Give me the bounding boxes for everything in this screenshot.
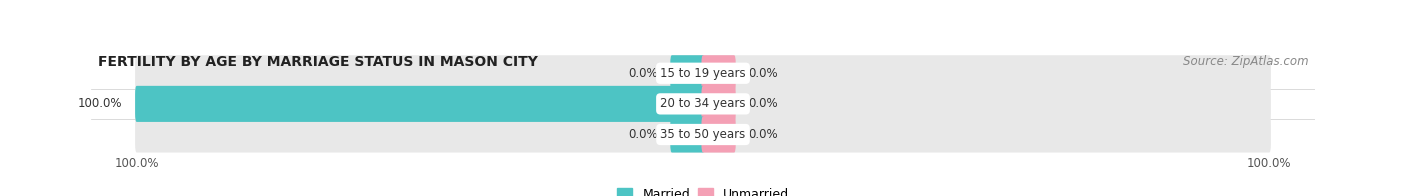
Text: 0.0%: 0.0% <box>748 67 778 80</box>
FancyBboxPatch shape <box>671 55 704 91</box>
Legend: Married, Unmarried: Married, Unmarried <box>617 188 789 196</box>
FancyBboxPatch shape <box>135 86 1271 122</box>
Text: 100.0%: 100.0% <box>79 97 122 110</box>
Text: 15 to 19 years: 15 to 19 years <box>661 67 745 80</box>
Text: Source: ZipAtlas.com: Source: ZipAtlas.com <box>1182 55 1309 68</box>
Text: 0.0%: 0.0% <box>748 128 778 141</box>
Text: 0.0%: 0.0% <box>628 128 658 141</box>
FancyBboxPatch shape <box>702 116 735 152</box>
FancyBboxPatch shape <box>702 86 735 122</box>
Text: 35 to 50 years: 35 to 50 years <box>661 128 745 141</box>
FancyBboxPatch shape <box>702 55 735 91</box>
Text: FERTILITY BY AGE BY MARRIAGE STATUS IN MASON CITY: FERTILITY BY AGE BY MARRIAGE STATUS IN M… <box>97 55 537 69</box>
FancyBboxPatch shape <box>671 116 704 152</box>
Text: 0.0%: 0.0% <box>748 97 778 110</box>
FancyBboxPatch shape <box>135 116 1271 152</box>
FancyBboxPatch shape <box>135 55 1271 91</box>
FancyBboxPatch shape <box>135 86 704 122</box>
Text: 0.0%: 0.0% <box>628 67 658 80</box>
Text: 20 to 34 years: 20 to 34 years <box>661 97 745 110</box>
